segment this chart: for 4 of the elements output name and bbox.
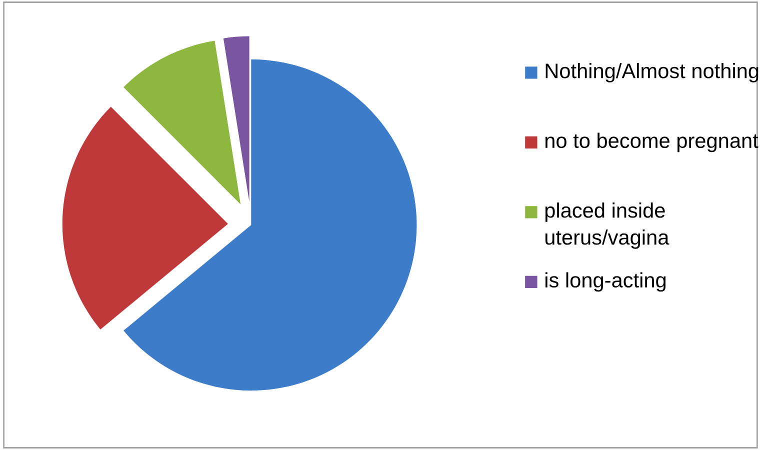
legend-label: no to become pregnant [546,132,758,152]
legend-label: placed inside uterus/vagina [545,202,670,249]
legend-label: is long-acting [546,272,666,292]
legend-label: Nothing/Almost nothing [546,63,758,82]
